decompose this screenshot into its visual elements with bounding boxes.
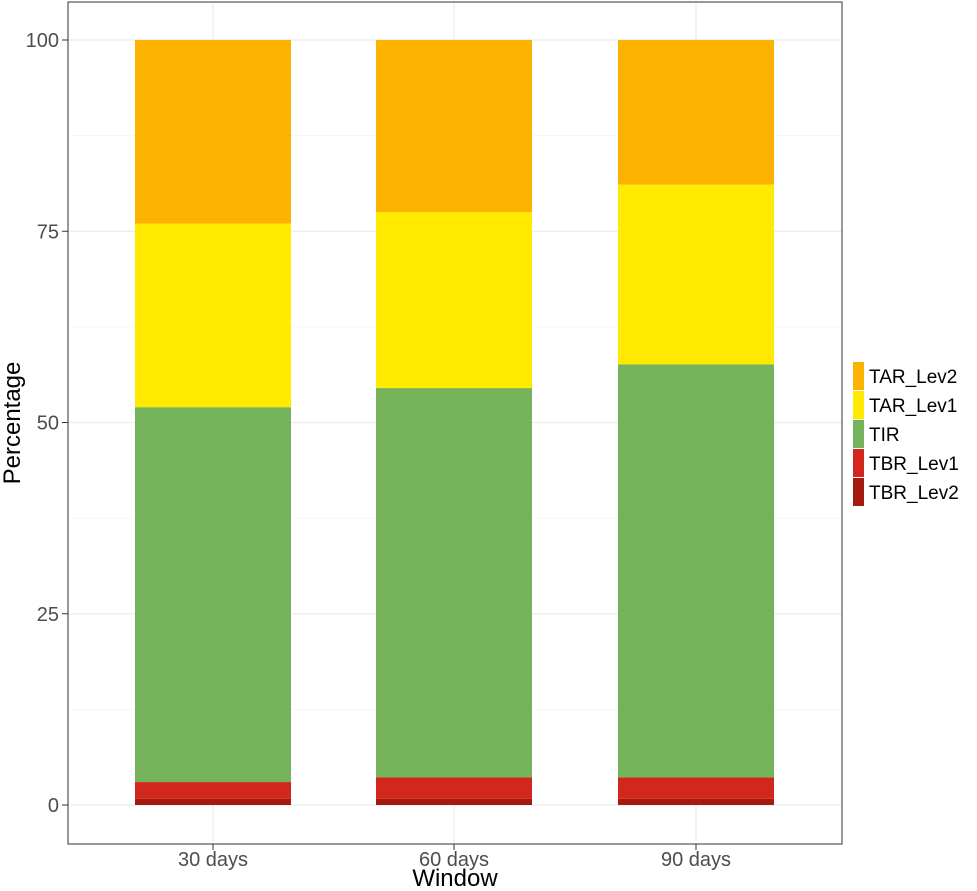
- legend-label: TIR: [869, 425, 900, 446]
- bar-segment-tar-lev1: [376, 212, 532, 389]
- y-tick-label: 50: [37, 413, 59, 435]
- x-axis-title: Window: [412, 865, 498, 891]
- y-axis: 0 25 50 75 100: [26, 30, 68, 817]
- bar-segment-tbr-lev2: [618, 798, 774, 805]
- x-axis: 30 days 60 days 90 days: [178, 844, 731, 871]
- legend-swatch: [853, 478, 864, 506]
- legend-label: TBR_Lev1: [869, 454, 959, 475]
- legend-swatch: [853, 362, 864, 390]
- bar-segment-tar-lev2: [618, 40, 774, 185]
- y-tick-label: 0: [48, 795, 59, 817]
- bar-segment-tbr-lev1: [618, 777, 774, 799]
- bars: [135, 40, 774, 805]
- legend-label: TBR_Lev2: [869, 483, 959, 504]
- bar-segment-tir: [618, 364, 774, 778]
- legend-label: TAR_Lev1: [869, 396, 957, 417]
- legend-swatch: [853, 449, 864, 477]
- legend: TAR_Lev2 TAR_Lev1 TIR TBR_Lev1 TBR_Lev2: [853, 362, 959, 506]
- bar-segment-tbr-lev1: [376, 777, 532, 799]
- bar-segment-tbr-lev1: [135, 782, 291, 799]
- y-tick-label: 100: [26, 30, 59, 52]
- bar-segment-tar-lev2: [376, 40, 532, 213]
- bar-segment-tir: [135, 407, 291, 783]
- bar-segment-tbr-lev2: [135, 798, 291, 805]
- y-tick-label: 75: [37, 221, 59, 243]
- legend-label: TAR_Lev2: [869, 367, 957, 388]
- y-tick-label: 25: [37, 604, 59, 626]
- legend-swatch: [853, 420, 864, 448]
- bar-segment-tar-lev1: [135, 223, 291, 408]
- x-tick-label: 90 days: [661, 849, 731, 871]
- x-tick-label: 60 days: [419, 849, 489, 871]
- y-axis-title: Percentage: [0, 362, 26, 485]
- bar-segment-tar-lev2: [135, 40, 291, 224]
- bar-segment-tbr-lev2: [376, 798, 532, 805]
- legend-swatch: [853, 391, 864, 419]
- bar-segment-tar-lev1: [618, 184, 774, 365]
- x-tick-label: 30 days: [178, 849, 248, 871]
- bar-segment-tir: [376, 388, 532, 778]
